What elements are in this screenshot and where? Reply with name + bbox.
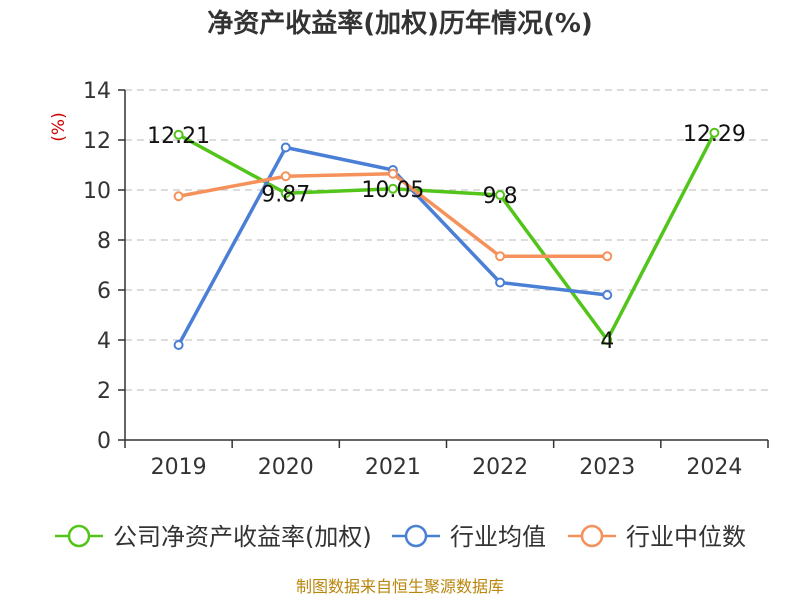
data-point[interactable]	[495, 190, 506, 200]
data-point[interactable]	[173, 340, 184, 350]
data-label: 12.29	[683, 122, 746, 147]
data-label: 9.8	[483, 184, 518, 209]
y-tick-label: 8	[97, 229, 111, 254]
y-tick-label: 10	[83, 179, 111, 204]
y-tick-label: 0	[97, 429, 111, 454]
data-point[interactable]	[602, 335, 613, 345]
data-label: 10.05	[361, 178, 424, 203]
data-point[interactable]	[709, 127, 720, 138]
y-tick-label: 14	[83, 79, 111, 104]
data-point[interactable]	[602, 251, 613, 262]
data-point[interactable]	[280, 188, 291, 199]
data-point[interactable]	[602, 290, 613, 300]
x-tick-label: 2020	[258, 455, 314, 480]
data-point[interactable]	[280, 171, 291, 182]
x-tick-label: 2019	[151, 455, 207, 480]
legend-item-3[interactable]: 行业中位数	[568, 523, 746, 551]
axes: 0 2 4 6 8 10 12 14 2019 2020 2021 2022 2023 2024	[83, 79, 769, 480]
data-point[interactable]	[280, 142, 291, 153]
data-label: 9.87	[261, 182, 310, 207]
source-note: 制图数据来自恒生聚源数据库	[296, 577, 504, 596]
y-tick-label: 2	[97, 379, 111, 404]
legend-marker	[580, 524, 604, 548]
data-point[interactable]	[495, 251, 506, 262]
y-tick-label: 12	[83, 129, 111, 154]
data-point[interactable]	[387, 183, 398, 194]
x-tick-label: 2024	[686, 455, 742, 480]
legend-label: 行业中位数	[626, 523, 746, 551]
data-point[interactable]	[173, 129, 184, 140]
legend-marker	[404, 524, 428, 548]
chart-title: 净资产收益率(加权)历年情况(%)	[207, 8, 593, 39]
x-tick-label: 2022	[472, 455, 528, 480]
legend[interactable]: 公司净资产收益率(加权) 行业均值 行业中位数	[55, 523, 746, 551]
data-point[interactable]	[495, 277, 506, 288]
grid	[125, 89, 768, 391]
data-point[interactable]	[173, 191, 184, 202]
data-label: 4	[600, 329, 614, 354]
legend-label: 公司净资产收益率(加权)	[113, 523, 372, 551]
y-axis-label: (%)	[49, 112, 69, 141]
x-tick-label: 2021	[365, 455, 421, 480]
data-labels: 12.21 9.87 10.05 9.8 4 12.29	[147, 122, 746, 354]
legend-label: 行业均值	[450, 523, 546, 551]
series-group	[173, 127, 720, 350]
y-tick-label: 6	[97, 279, 111, 304]
legend-item-2[interactable]: 行业均值	[392, 523, 546, 551]
data-label: 12.21	[147, 124, 210, 149]
legend-item-1[interactable]: 公司净资产收益率(加权)	[55, 523, 372, 551]
y-tick-label: 4	[97, 329, 111, 354]
data-point[interactable]	[387, 168, 398, 179]
legend-marker	[67, 524, 91, 548]
x-tick-label: 2023	[579, 455, 635, 480]
series-line-1	[177, 131, 716, 342]
